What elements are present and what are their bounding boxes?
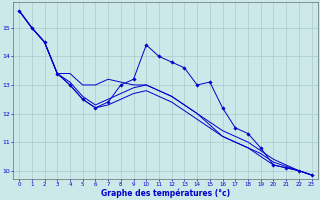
X-axis label: Graphe des températures (°c): Graphe des températures (°c): [101, 188, 230, 198]
